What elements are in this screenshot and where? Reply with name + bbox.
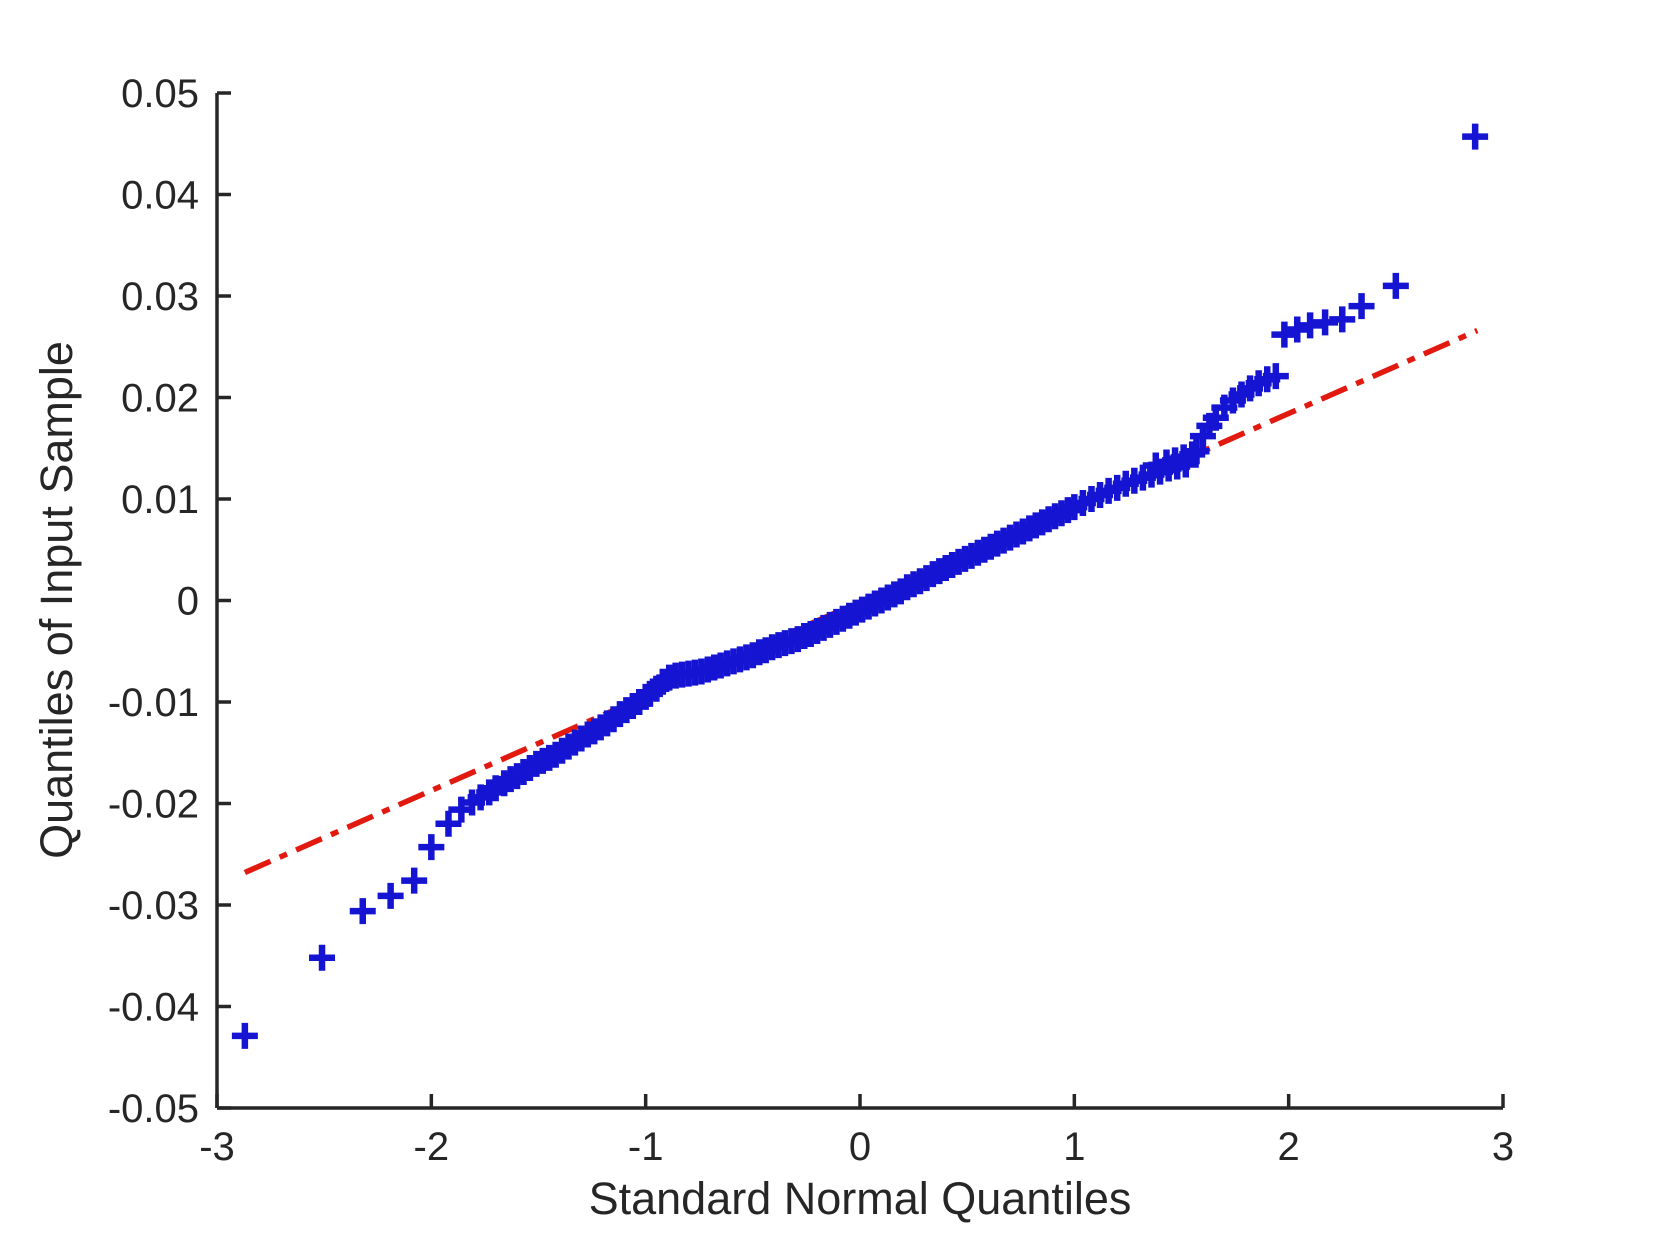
y-tick-label: 0.05 [121, 72, 199, 116]
qq-point-marker [1348, 293, 1375, 320]
x-tick-label: -2 [414, 1125, 450, 1169]
qq-point-marker [1271, 321, 1298, 348]
y-tick-label: 0.01 [121, 478, 199, 522]
y-tick-label: -0.03 [108, 884, 199, 928]
qq-point-marker [377, 882, 404, 909]
y-tick-label: 0.02 [121, 377, 199, 421]
x-tick-label: 0 [849, 1125, 871, 1169]
x-tick-label: -1 [628, 1125, 664, 1169]
x-tick-label: 1 [1063, 1125, 1085, 1169]
x-tick-label: -3 [199, 1125, 235, 1169]
axes-layer: -3 -2 -1 0 1 2 3 -0.05 -0.04 -0.03 -0.02 -0.01 0 0.01… [108, 72, 1514, 1169]
y-tick-label: 0 [177, 580, 199, 624]
qq-point-marker [349, 898, 376, 925]
qq-point-marker [309, 944, 336, 971]
x-tick-label: 2 [1278, 1125, 1300, 1169]
x-tick-label: 3 [1492, 1125, 1514, 1169]
y-tick-label: 0.04 [121, 174, 199, 218]
y-tick-label: -0.02 [108, 783, 199, 827]
x-axis-title: Standard Normal Quantiles [589, 1173, 1132, 1224]
y-tick-label: -0.05 [108, 1087, 199, 1131]
sample-points-layer [231, 123, 1489, 1049]
qq-point-marker [1329, 306, 1356, 333]
qq-point-marker [1262, 363, 1289, 390]
qq-point-marker [418, 834, 445, 861]
y-axis-title: Quantiles of Input Sample [31, 341, 82, 859]
y-tick-label: -0.04 [108, 986, 199, 1030]
y-tick-label: 0.03 [121, 275, 199, 319]
qq-point-marker [1382, 272, 1409, 299]
qq-point-marker [1284, 316, 1311, 343]
y-tick-label: -0.01 [108, 681, 199, 725]
qq-point-marker [1183, 438, 1210, 465]
qq-point-marker [1462, 123, 1489, 150]
qq-point-marker [435, 810, 462, 837]
qq-point-marker [231, 1022, 258, 1049]
qq-point-marker [401, 867, 428, 894]
